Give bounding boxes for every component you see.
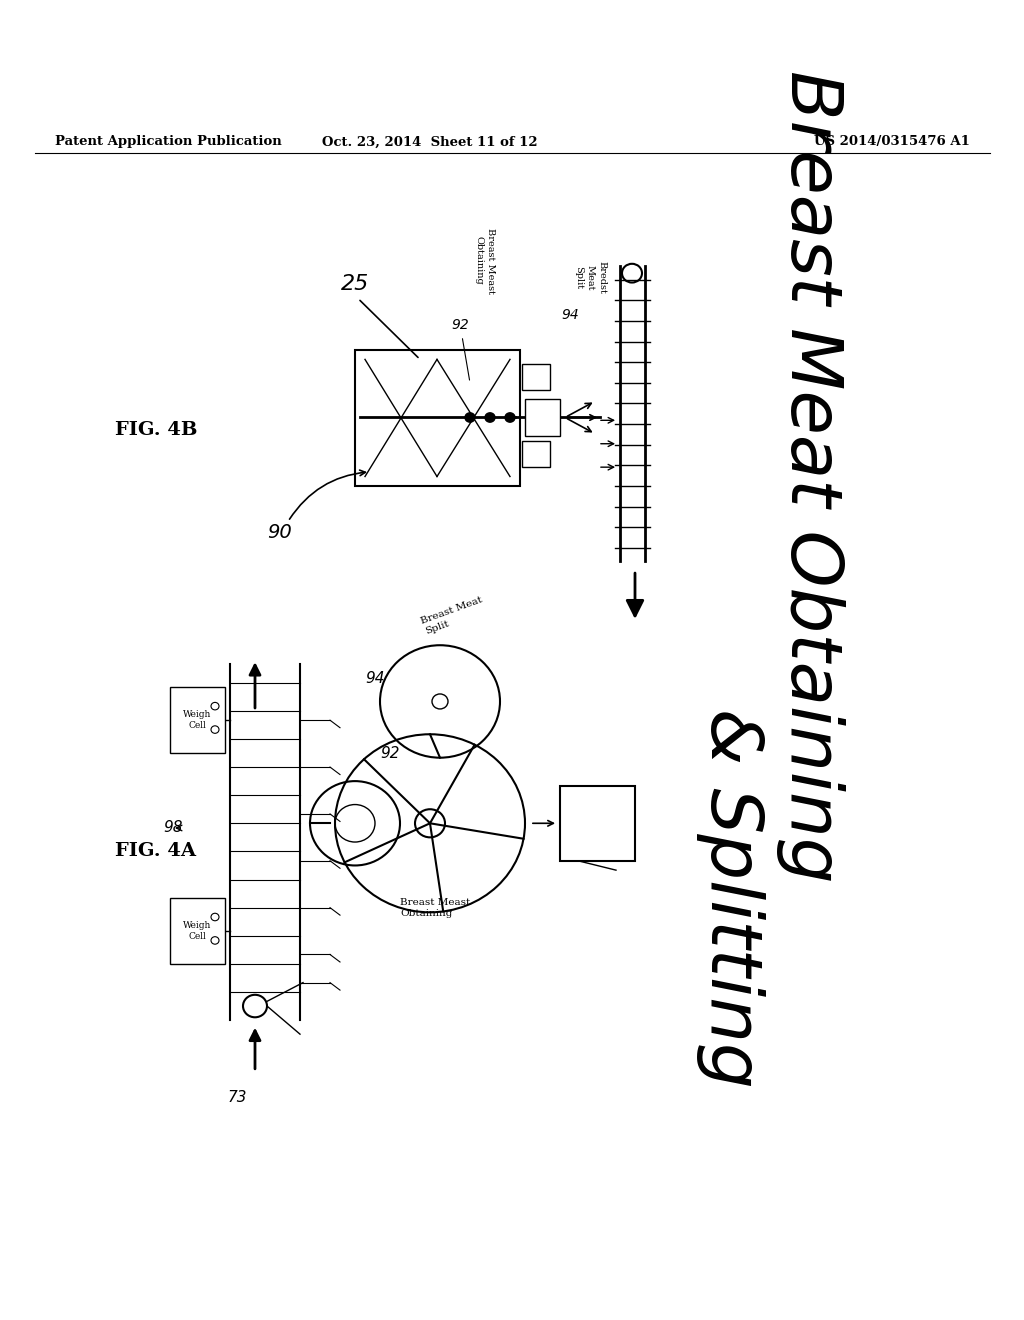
Text: Weigh
Cell: Weigh Cell xyxy=(183,710,211,730)
Circle shape xyxy=(485,413,495,422)
Text: FIG. 4B: FIG. 4B xyxy=(115,421,198,438)
Text: Patent Application Publication: Patent Application Publication xyxy=(55,136,282,148)
Text: Bredst
Meat
Split: Bredst Meat Split xyxy=(573,261,606,294)
Text: 25: 25 xyxy=(341,275,369,294)
Text: Breast Meast
Obtaining: Breast Meast Obtaining xyxy=(474,228,496,294)
Text: 73: 73 xyxy=(227,1090,247,1105)
Text: 94: 94 xyxy=(561,309,579,322)
Text: 1: 1 xyxy=(560,807,569,821)
Bar xyxy=(170,688,225,752)
Text: Breast Meast
Obtaining: Breast Meast Obtaining xyxy=(400,899,470,919)
Text: US 2014/0315476 A1: US 2014/0315476 A1 xyxy=(814,136,970,148)
Text: 94: 94 xyxy=(366,671,385,685)
Text: 92: 92 xyxy=(452,318,469,331)
Text: Weigh
Cell: Weigh Cell xyxy=(183,921,211,941)
Text: Oct. 23, 2014  Sheet 11 of 12: Oct. 23, 2014 Sheet 11 of 12 xyxy=(323,136,538,148)
Text: Breast Meat
Split: Breast Meat Split xyxy=(420,595,487,636)
Bar xyxy=(355,350,520,486)
Text: Breast Meat Obtaining: Breast Meat Obtaining xyxy=(775,70,845,883)
Bar xyxy=(560,785,635,861)
Text: 92: 92 xyxy=(380,746,399,760)
Bar xyxy=(522,364,550,391)
Bar xyxy=(170,899,225,964)
Bar xyxy=(525,399,560,436)
Bar xyxy=(522,441,550,467)
Circle shape xyxy=(505,413,515,422)
Text: 98: 98 xyxy=(163,821,182,836)
Text: & Splitting: & Splitting xyxy=(695,709,765,1088)
Text: FIG. 4A: FIG. 4A xyxy=(115,842,196,861)
Text: 90: 90 xyxy=(267,523,293,543)
Circle shape xyxy=(465,413,475,422)
